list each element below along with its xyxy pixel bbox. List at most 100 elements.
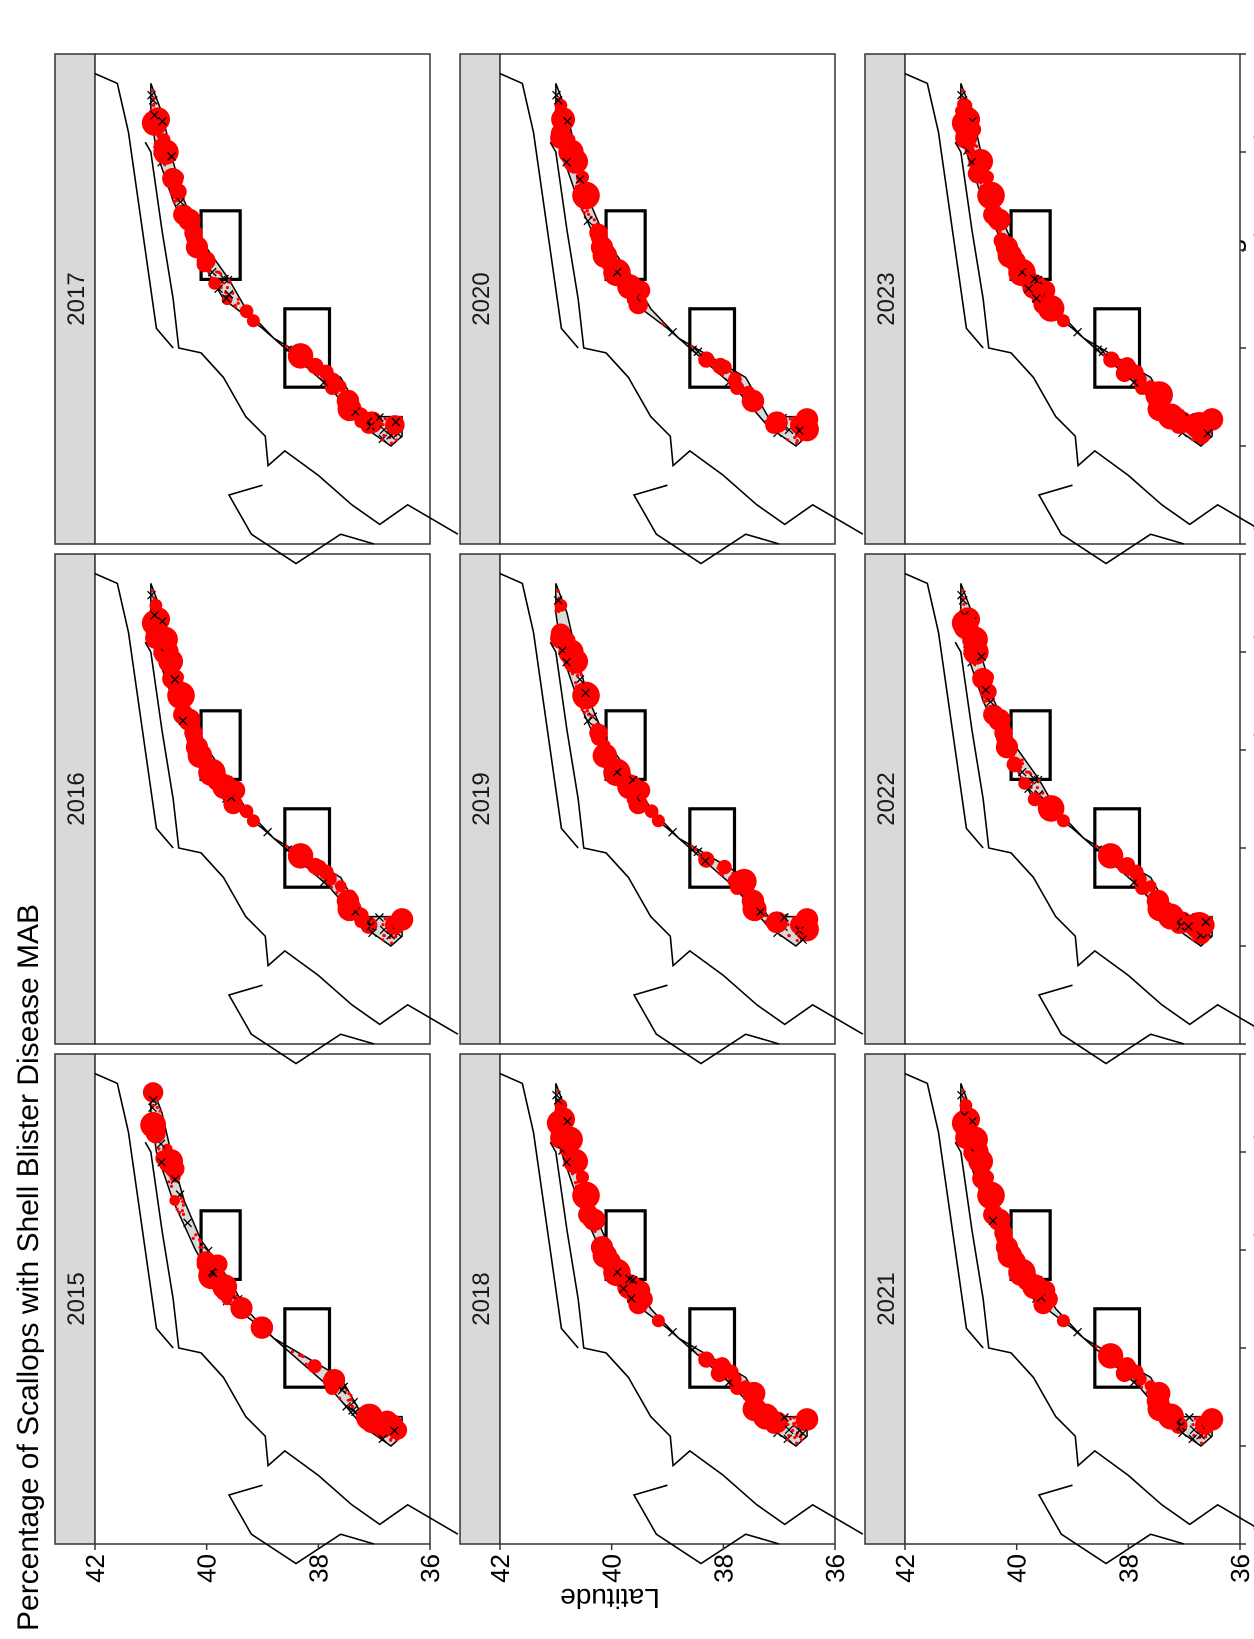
data-point — [613, 767, 617, 771]
data-point — [554, 109, 558, 113]
data-point — [171, 192, 175, 196]
data-point — [1158, 899, 1162, 903]
data-point — [557, 1102, 561, 1106]
data-point — [1123, 868, 1127, 873]
facet-strip-label: 2022 — [873, 772, 900, 825]
zero-marker — [688, 1345, 698, 1355]
zero-marker — [176, 197, 185, 207]
data-point — [1169, 1420, 1173, 1424]
data-point — [312, 859, 327, 875]
data-point — [572, 181, 600, 210]
data-point — [154, 125, 158, 129]
data-point — [207, 270, 211, 274]
data-point — [1139, 885, 1144, 889]
data-point — [1029, 272, 1033, 276]
data-point — [962, 626, 988, 653]
data-point — [326, 368, 330, 372]
data-point — [636, 791, 640, 795]
data-point — [617, 1274, 643, 1300]
data-point — [590, 1236, 614, 1259]
data-point — [1200, 441, 1204, 445]
data-point — [612, 1270, 616, 1274]
coastline — [227, 984, 375, 1065]
data-point — [739, 1380, 752, 1392]
data-point — [786, 922, 790, 927]
plot-frame — [499, 553, 836, 1045]
x-tick-label: −71 — [1248, 1032, 1254, 1076]
data-point — [1200, 1408, 1224, 1431]
data-point — [624, 772, 628, 776]
area-box — [688, 307, 737, 389]
coastline — [499, 72, 579, 349]
data-point — [743, 396, 747, 400]
zero-marker — [1093, 345, 1103, 355]
zero-marker — [798, 1428, 808, 1438]
data-point — [349, 898, 353, 902]
data-point — [763, 913, 768, 918]
data-point — [972, 667, 994, 690]
data-point — [161, 127, 165, 132]
coastline — [1037, 1484, 1185, 1565]
facet-panel-2018: 2018 42 40 38 36 — [459, 1053, 864, 1583]
data-point — [570, 1172, 575, 1176]
data-point — [614, 1265, 618, 1269]
data-point — [552, 112, 564, 124]
data-point — [697, 1353, 702, 1357]
data-point — [1097, 843, 1124, 869]
data-point — [180, 1209, 184, 1213]
data-point — [731, 868, 757, 894]
data-point — [977, 1181, 1005, 1210]
data-point — [181, 1203, 186, 1207]
data-point — [626, 294, 638, 306]
data-point — [581, 1176, 585, 1180]
data-point — [995, 236, 1019, 259]
data-point — [1017, 770, 1021, 774]
data-point — [1001, 1236, 1005, 1240]
x-tick-label: −75 — [1248, 1424, 1254, 1468]
data-point — [596, 736, 600, 740]
data-point — [359, 920, 363, 924]
data-point — [239, 804, 254, 819]
data-point — [313, 368, 317, 373]
data-point — [152, 96, 156, 100]
data-point — [219, 272, 223, 276]
data-point — [792, 424, 796, 428]
x-tick-label: −73 — [1248, 728, 1254, 772]
zero-marker — [583, 216, 593, 226]
data-point — [596, 236, 600, 240]
data-point — [607, 762, 612, 767]
data-point — [387, 1420, 408, 1440]
data-point — [394, 438, 399, 442]
data-point — [613, 267, 617, 271]
data-point — [574, 184, 579, 188]
data-point — [606, 753, 611, 757]
data-point — [752, 391, 756, 395]
data-point — [169, 1171, 181, 1183]
data-point — [1182, 1418, 1186, 1423]
data-point — [585, 709, 589, 713]
data-point — [347, 891, 351, 895]
facet-panel-2017: 2017 — [54, 53, 459, 565]
data-point — [169, 189, 173, 193]
plot-frame — [499, 53, 836, 545]
data-point — [751, 1393, 755, 1397]
facet-panel-2023: 2023 −76 −75 −74 −73 −72 −71 — [864, 32, 1254, 566]
facet-panel-2022: 2022 −76 −75 −74 −73 −72 −71 — [864, 532, 1254, 1066]
data-point — [210, 258, 214, 262]
data-point — [212, 1274, 238, 1300]
data-point — [167, 1180, 171, 1184]
zero-marker — [170, 675, 180, 684]
data-point — [1035, 786, 1040, 790]
data-point — [157, 1147, 161, 1151]
data-point — [641, 797, 645, 801]
data-point — [1004, 739, 1016, 751]
zero-marker — [553, 1095, 563, 1105]
data-point — [369, 425, 373, 429]
data-point — [1006, 1251, 1026, 1271]
data-point — [617, 274, 643, 300]
data-point — [349, 1398, 353, 1402]
data-point — [998, 1233, 1002, 1237]
data-point — [961, 105, 975, 119]
data-point — [1102, 353, 1107, 357]
y-tick-label: 38 — [1113, 1554, 1143, 1583]
